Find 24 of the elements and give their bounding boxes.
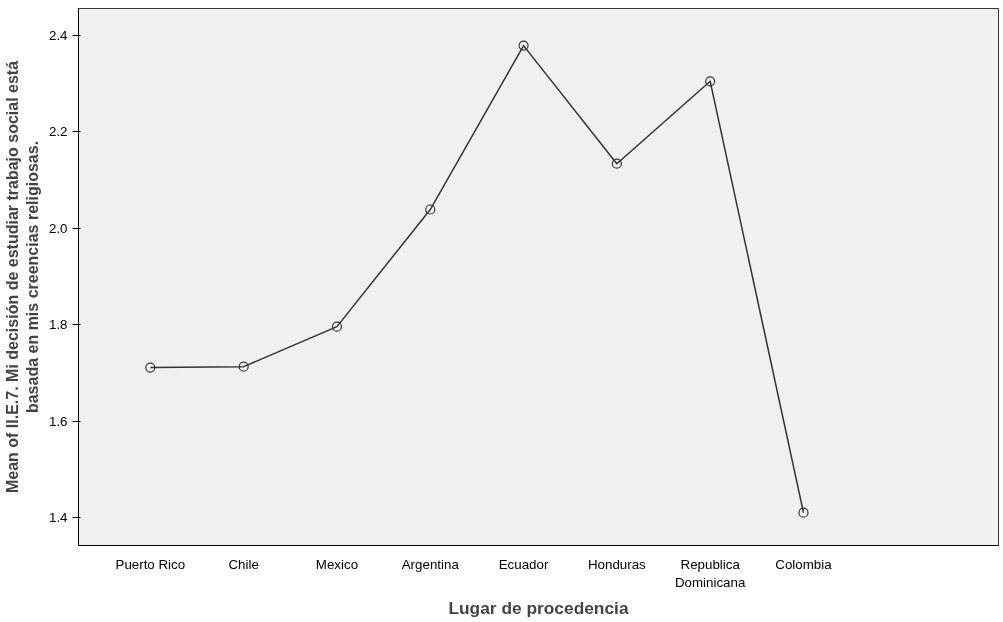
x-tick-label: Argentina [401,556,460,572]
point [425,204,436,215]
point [611,158,622,169]
point [798,507,809,518]
point [331,321,343,332]
x-tick-label: Honduras [587,556,647,572]
y-tick-label: 1.6 [48,413,68,429]
x-tick-label: Chile [228,556,259,572]
y-tick-label: 1.8 [48,317,68,333]
y-tick-label: 1.4 [48,510,69,526]
x-tick-label: Mexico [315,556,359,572]
point [238,361,249,372]
x-axis-title: Lugar de procedencia [448,597,629,618]
y-tick-label: 2.2 [48,124,68,140]
point [145,362,156,373]
point [518,40,529,51]
y-tick-label: 2.0 [48,220,68,236]
x-tick-label: Colombia [775,556,833,572]
point [705,76,716,87]
x-tick-label: Republica Dominicana [675,556,746,590]
x-tick-label: Ecuador [498,556,549,572]
x-tick-label: Puerto Rico [115,556,186,572]
y-axis-title: Mean of II.E.7. Mi decisión de estudiar trabajo social está basada en mis creencias religiosas. [3,60,41,494]
y-tick-label: 2.4 [48,27,69,43]
